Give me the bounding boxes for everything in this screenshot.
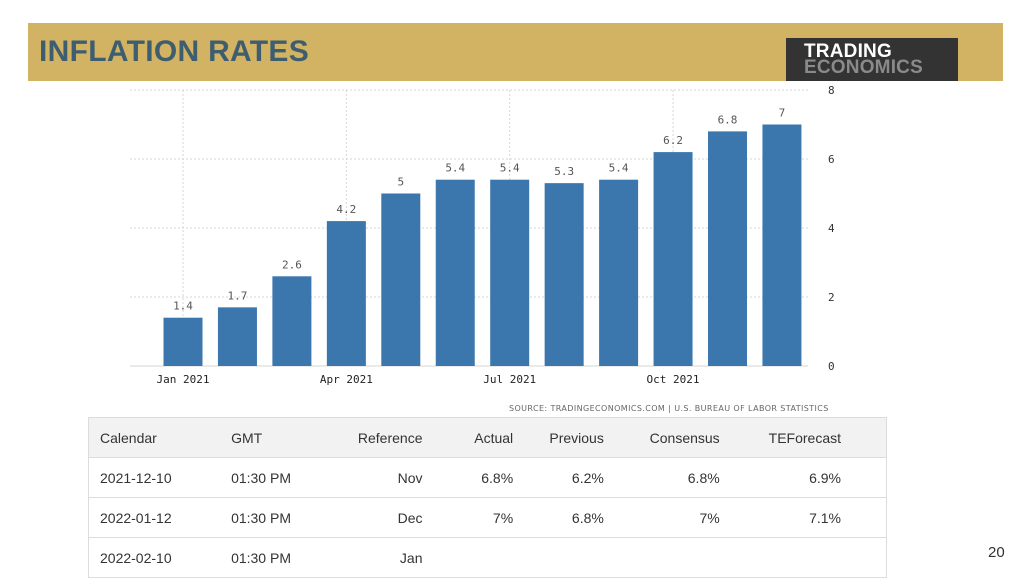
chart-bar (544, 183, 584, 366)
y-tick-label: 2 (828, 291, 835, 304)
x-tick-label: Jan 2021 (157, 373, 210, 386)
data-label: 6.2 (663, 134, 683, 147)
cell-consensus: 6.8% (603, 457, 720, 498)
data-label: 5 (397, 176, 404, 189)
chart-labels: 0 2 4 6 8 1.4 Jan 2021 1.7 2.6 4.2 Apr 2021 5 5.4 5.4… (157, 84, 835, 386)
data-label: 6.8 (718, 113, 738, 126)
chart-bar (490, 179, 530, 366)
cell-reference: Jan (331, 537, 423, 578)
data-label: 1.4 (173, 300, 193, 313)
cell-previous (513, 537, 604, 578)
x-tick-label: Jul 2021 (483, 373, 536, 386)
y-tick-label: 8 (828, 84, 835, 97)
chart-bars (163, 124, 802, 366)
cell-teforecast (719, 537, 887, 578)
table-row: 2022-02-10 01:30 PM Jan (88, 537, 887, 578)
cell-consensus: 7% (603, 497, 720, 538)
chart-bar (272, 276, 312, 366)
cell-actual (422, 537, 514, 578)
cell-reference: Nov (331, 457, 423, 498)
cell-calendar: 2021-12-10 (88, 457, 232, 498)
cell-calendar: 2022-02-10 (88, 537, 232, 578)
cell-previous: 6.2% (513, 457, 604, 498)
column-header-actual: Actual (422, 417, 514, 458)
table-row: 2022-01-12 01:30 PM Dec 7% 6.8% 7% 7.1% (88, 497, 887, 538)
chart-bar (381, 193, 421, 366)
chart-bar (762, 124, 802, 366)
cell-actual: 7% (422, 497, 514, 538)
x-tick-label: Oct 2021 (647, 373, 700, 386)
data-label: 5.4 (445, 162, 465, 175)
chart-bar (653, 152, 693, 366)
chart-source: SOURCE: TRADINGECONOMICS.COM | U.S. BURE… (509, 404, 829, 413)
logo-text-economics: ECONOMICS (804, 57, 923, 78)
data-label: 5.4 (609, 162, 629, 175)
chart-bar (435, 179, 475, 366)
chart-bar (326, 221, 366, 366)
cell-calendar: 2022-01-12 (88, 497, 232, 538)
inflation-bar-chart: 0 2 4 6 8 1.4 Jan 2021 1.7 2.6 4.2 Apr 2021 5 5.4 5.4… (130, 84, 835, 386)
cell-gmt: 01:30 PM (231, 537, 332, 578)
title-banner: INFLATION RATES TRADING ECONOMICS (28, 23, 1003, 81)
data-label: 7 (779, 107, 786, 120)
column-header-previous: Previous (513, 417, 604, 458)
page-number: 20 (988, 544, 1005, 561)
cell-previous: 6.8% (513, 497, 604, 538)
data-label: 5.4 (500, 162, 520, 175)
chart-bar (708, 131, 747, 366)
trading-economics-logo: TRADING ECONOMICS (786, 38, 958, 81)
column-header-teforecast: TEForecast (719, 417, 887, 458)
table-header-row: Calendar GMT Reference Actual Previous C… (88, 417, 887, 458)
column-header-consensus: Consensus (603, 417, 720, 458)
column-header-gmt: GMT (231, 417, 332, 458)
data-label: 4.2 (336, 203, 356, 216)
data-label: 1.7 (228, 289, 248, 302)
cell-teforecast: 6.9% (719, 457, 887, 498)
x-tick-label: Apr 2021 (320, 373, 373, 386)
cell-gmt: 01:30 PM (231, 457, 332, 498)
slide-title: INFLATION RATES (39, 35, 310, 68)
chart-bar (599, 179, 639, 366)
logo-text-trading: TRADING (804, 41, 892, 62)
economic-calendar-table: Calendar GMT Reference Actual Previous C… (88, 417, 887, 578)
y-tick-label: 4 (828, 222, 835, 235)
data-label: 2.6 (282, 258, 302, 271)
data-label: 5.3 (554, 165, 574, 178)
table-row: 2021-12-10 01:30 PM Nov 6.8% 6.2% 6.8% 6… (88, 457, 887, 498)
y-tick-label: 6 (828, 153, 835, 166)
column-header-reference: Reference (331, 417, 423, 458)
cell-actual: 6.8% (422, 457, 514, 498)
column-header-calendar: Calendar (88, 417, 232, 458)
cell-reference: Dec (331, 497, 423, 538)
cell-teforecast: 7.1% (719, 497, 887, 538)
y-tick-label: 0 (828, 360, 835, 373)
chart-bar (217, 307, 257, 366)
cell-consensus (603, 537, 720, 578)
cell-gmt: 01:30 PM (231, 497, 332, 538)
chart-bar (163, 317, 203, 366)
